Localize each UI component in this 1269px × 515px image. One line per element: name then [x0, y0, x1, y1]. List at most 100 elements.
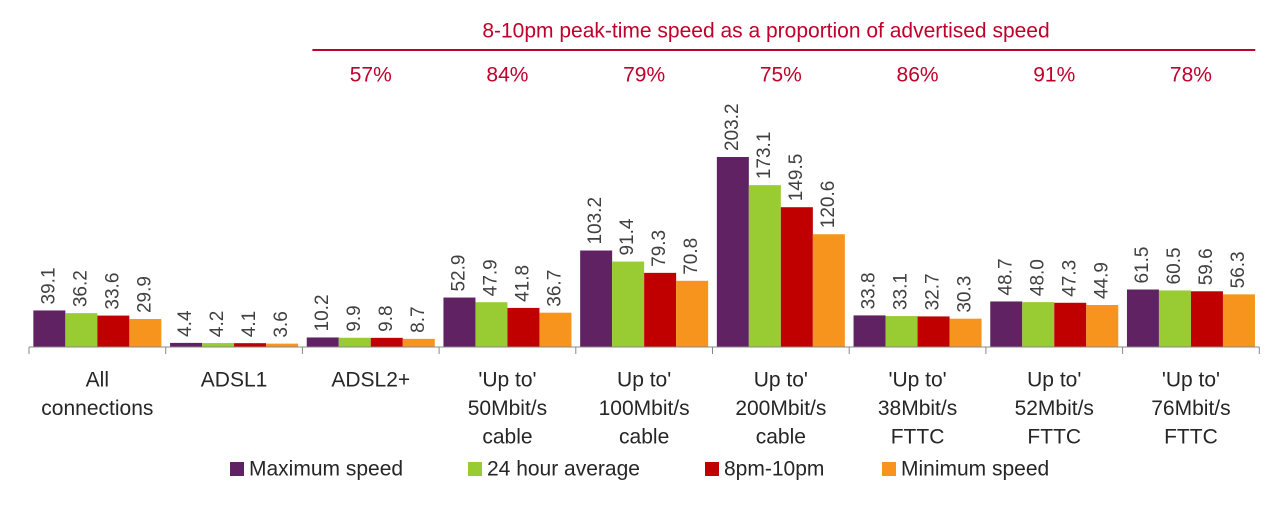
legend-label: Minimum speed — [901, 458, 1049, 481]
bar — [443, 297, 476, 347]
bar — [65, 313, 98, 347]
value-label: 48.0 — [1027, 259, 1048, 296]
value-label: 4.4 — [175, 310, 196, 337]
bar — [716, 157, 749, 347]
x-tick-label: FTTC — [1027, 426, 1081, 449]
x-tick-label: 38Mbit/s — [878, 397, 957, 420]
bar — [780, 207, 813, 347]
bar — [539, 312, 572, 347]
annotation-value: 57% — [350, 64, 392, 87]
value-label: 30.3 — [955, 276, 976, 313]
value-label: 203.2 — [722, 103, 743, 151]
x-tick-label: 100Mbit/s — [599, 397, 690, 420]
bar — [885, 316, 918, 347]
value-label: 4.2 — [207, 311, 228, 337]
bar — [370, 337, 403, 347]
annotation-title: 8-10pm peak-time speed as a proportion o… — [482, 20, 1049, 43]
bar — [580, 250, 613, 347]
value-label: 48.7 — [995, 258, 1016, 295]
bar — [612, 261, 645, 347]
value-label: 33.6 — [102, 273, 123, 310]
value-label: 36.7 — [544, 270, 565, 307]
value-label: 41.8 — [512, 265, 533, 302]
legend-label: Maximum speed — [249, 458, 403, 481]
bar — [306, 337, 339, 347]
annotation-value: 84% — [486, 64, 528, 87]
bar — [676, 280, 709, 347]
x-tick-label: 200Mbit/s — [735, 397, 826, 420]
bar — [97, 315, 130, 347]
bar — [644, 272, 677, 347]
value-label: 9.8 — [376, 305, 397, 331]
value-label: 59.6 — [1196, 248, 1217, 285]
bar — [338, 337, 371, 347]
x-tick-label: Up to' — [617, 369, 671, 392]
x-tick-label: ADSL2+ — [331, 369, 410, 392]
bar — [1126, 289, 1159, 347]
legend-label: 24 hour average — [487, 458, 640, 481]
bar — [170, 342, 203, 347]
annotation-value: 78% — [1170, 64, 1212, 87]
value-label: 52.9 — [448, 255, 469, 292]
bar — [402, 338, 435, 347]
x-tick-label: 52Mbit/s — [1015, 397, 1094, 420]
x-tick-label: connections — [41, 397, 153, 420]
value-label: 33.1 — [891, 273, 912, 310]
bar — [1158, 290, 1191, 347]
value-label: 10.2 — [312, 294, 333, 331]
value-label: 4.1 — [239, 311, 260, 337]
value-label: 3.6 — [271, 311, 292, 337]
x-tick-label: 'Up to' — [478, 369, 536, 392]
value-label: 44.9 — [1091, 262, 1112, 299]
x-tick-label: All — [86, 369, 109, 392]
bar — [266, 343, 299, 347]
annotation-value: 79% — [623, 64, 665, 87]
legend-swatch — [468, 462, 482, 476]
bar — [1190, 291, 1223, 347]
bar — [475, 302, 508, 347]
legend-swatch — [230, 462, 244, 476]
value-label: 47.9 — [480, 259, 501, 296]
bar — [129, 319, 162, 347]
value-label: 29.9 — [134, 276, 155, 313]
value-label: 149.5 — [786, 154, 807, 202]
x-tick-label: cable — [619, 426, 669, 449]
value-label: 120.6 — [818, 181, 839, 229]
value-label: 47.3 — [1059, 260, 1080, 297]
value-label: 33.8 — [859, 272, 880, 309]
bar — [949, 318, 982, 347]
bar — [1086, 305, 1119, 347]
value-label: 103.2 — [585, 197, 606, 245]
x-tick-label: Up to' — [1027, 369, 1081, 392]
x-tick-label: cable — [482, 426, 532, 449]
bar — [853, 315, 886, 347]
x-tick-label: ADSL1 — [201, 369, 268, 392]
bar — [812, 234, 845, 347]
x-tick-label: 76Mbit/s — [1151, 397, 1230, 420]
value-label: 39.1 — [38, 267, 59, 304]
value-label: 91.4 — [617, 218, 638, 255]
bar — [1222, 294, 1255, 347]
value-label: 36.2 — [70, 270, 91, 307]
bar — [1054, 302, 1087, 347]
value-label: 56.3 — [1228, 251, 1249, 288]
value-label: 8.7 — [408, 306, 429, 332]
annotation-value: 75% — [760, 64, 802, 87]
bar — [1022, 302, 1055, 347]
bar — [917, 316, 950, 347]
bar — [202, 343, 235, 347]
x-tick-label: 'Up to' — [888, 369, 946, 392]
x-tick-label: Up to' — [754, 369, 808, 392]
value-label: 173.1 — [754, 132, 775, 180]
value-label: 9.9 — [344, 305, 365, 331]
value-label: 32.7 — [923, 273, 944, 310]
value-label: 70.8 — [681, 238, 702, 275]
x-tick-label: 50Mbit/s — [468, 397, 547, 420]
x-tick-label: FTTC — [1164, 426, 1218, 449]
value-label: 60.5 — [1164, 247, 1185, 284]
bar — [234, 343, 267, 347]
x-tick-label: 'Up to' — [1162, 369, 1220, 392]
value-label: 79.3 — [649, 230, 670, 267]
x-tick-label: FTTC — [891, 426, 945, 449]
